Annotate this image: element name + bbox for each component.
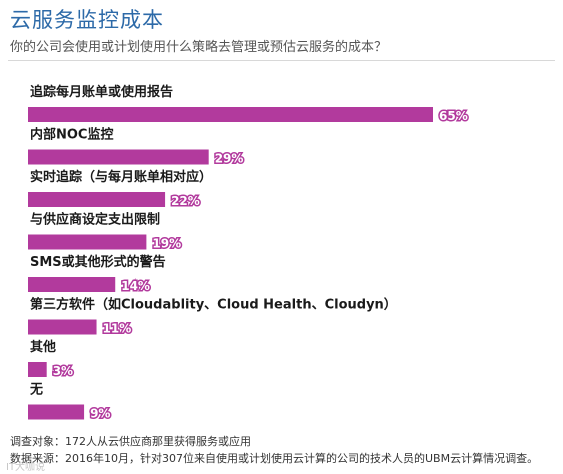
watermark: IT大咖说: [6, 462, 46, 473]
category-label: 追踪每月账单或使用报告: [30, 84, 173, 100]
chart-subtitle: 你的公司会使用或计划使用什么策略去管理或预估云服务的成本？: [10, 40, 388, 55]
category-label: 无: [29, 383, 43, 398]
category-label: SMS或其他形式的警告: [30, 254, 166, 270]
value-label: 14%: [121, 279, 150, 293]
value-label: 65%: [439, 109, 468, 123]
bar: [28, 107, 433, 122]
value-label: 29%: [215, 152, 244, 166]
chart-title: 云服务监控成本: [10, 8, 164, 32]
category-label: 实时追踪（与每月账单相对应）: [30, 169, 212, 185]
category-label: 内部NOC监控: [30, 127, 113, 143]
bar: [28, 362, 47, 377]
data-source-note: 数据来源：2016年10月，针对307位来自使用或计划使用云计算的公司的技术人员…: [10, 452, 539, 465]
category-label: 第三方软件（如Cloudablity、Cloud Health、Cloudyn）: [30, 297, 397, 313]
bar: [28, 404, 85, 420]
bar: [28, 319, 97, 335]
bar: [28, 192, 166, 207]
value-label: 9%: [90, 407, 110, 421]
value-label: 22%: [171, 194, 200, 208]
value-label: 11%: [103, 322, 132, 336]
value-label: 19%: [152, 237, 181, 251]
value-label: 3%: [53, 364, 73, 378]
bar: [28, 234, 147, 250]
bar: [28, 149, 209, 165]
category-label: 与供应商设定支出限制: [30, 212, 160, 228]
category-label: 其他: [30, 339, 56, 355]
header-divider: [8, 60, 555, 61]
bar-chart: 追踪每月账单或使用报告 65% 内部NOC监控 29%实时追踪（与每月账单相对应） 22…: [28, 84, 469, 422]
bar: [28, 277, 116, 292]
survey-subject-note: 调查对象：172人从云供应商那里获得服务或应用: [10, 435, 251, 448]
